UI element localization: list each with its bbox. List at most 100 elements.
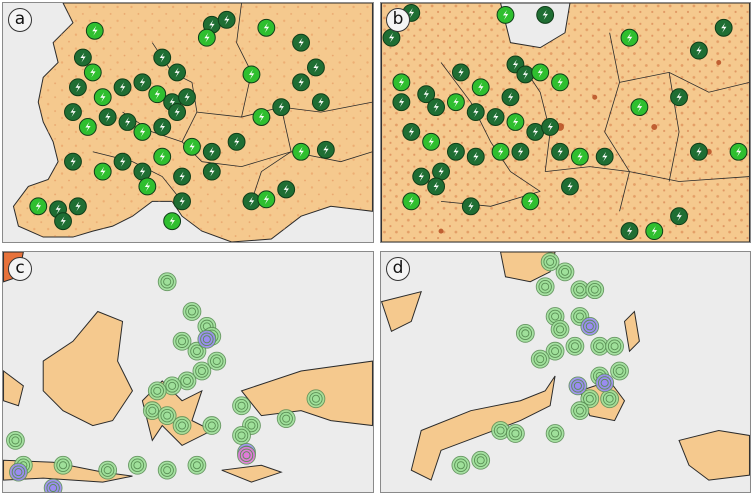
ring-marker	[147, 381, 167, 401]
ring-marker	[545, 424, 565, 443]
lightning-marker	[311, 93, 330, 112]
ring-marker	[9, 462, 28, 482]
ring-marker	[568, 376, 588, 396]
lightning-marker	[307, 58, 325, 77]
lightning-marker	[432, 162, 450, 181]
lightning-marker	[29, 197, 48, 216]
ring-marker	[471, 450, 491, 470]
lightning-marker	[257, 18, 276, 37]
lightning-marker	[561, 177, 579, 196]
lightning-marker	[68, 78, 87, 97]
lightning-marker	[113, 78, 132, 97]
ring-marker	[550, 319, 570, 339]
lightning-marker	[316, 140, 335, 159]
europe-map-b	[381, 3, 750, 242]
ring-marker	[570, 401, 590, 421]
lightning-marker	[173, 192, 191, 211]
lightning-marker	[83, 63, 102, 82]
ring-marker	[187, 455, 207, 475]
lightning-marker	[133, 73, 152, 92]
ring-marker	[610, 361, 629, 381]
lightning-marker	[570, 147, 589, 166]
panel-label-a: a	[8, 8, 32, 32]
lightning-marker	[178, 88, 196, 107]
lightning-marker	[153, 48, 172, 67]
lightning-marker	[541, 118, 560, 136]
ring-marker	[580, 389, 600, 409]
lightning-marker	[382, 28, 401, 47]
lightning-marker	[446, 93, 465, 112]
lightning-marker	[402, 192, 421, 211]
ring-marker	[6, 431, 25, 450]
europe-map-a	[3, 3, 373, 242]
lightning-marker	[98, 108, 117, 126]
lightning-marker	[217, 10, 236, 29]
ring-marker	[535, 277, 555, 297]
lightning-marker	[689, 41, 708, 60]
ring-marker	[530, 349, 550, 369]
lightning-marker	[491, 142, 510, 161]
lightning-marker	[392, 73, 411, 92]
lightning-marker	[183, 137, 201, 156]
ring-marker	[98, 460, 118, 480]
lightning-marker	[511, 142, 530, 161]
ring-marker	[207, 351, 227, 371]
lightning-marker	[516, 65, 535, 84]
ring-marker	[157, 460, 177, 480]
ring-marker	[157, 406, 177, 426]
lightning-marker	[64, 103, 82, 122]
map-panel-c: c	[2, 251, 374, 493]
ring-marker	[172, 331, 192, 351]
lightning-marker	[595, 147, 614, 166]
lightning-marker	[93, 162, 112, 181]
map-panel-a: a	[2, 2, 374, 243]
ring-marker	[590, 336, 610, 356]
lightning-marker	[526, 122, 545, 141]
ring-marker	[237, 445, 256, 465]
lightning-marker	[113, 152, 132, 171]
lightning-marker	[78, 118, 97, 136]
lightning-marker	[68, 197, 87, 216]
ring-marker	[506, 424, 525, 443]
ring-marker	[491, 421, 510, 440]
ring-marker	[197, 329, 217, 349]
lightning-marker	[521, 192, 540, 211]
lightning-marker	[133, 122, 152, 141]
ring-marker	[182, 302, 202, 321]
lightning-marker	[133, 162, 152, 181]
ring-marker	[515, 323, 535, 343]
lightning-marker	[486, 108, 505, 126]
ring-marker	[232, 426, 251, 445]
lightning-markers	[29, 10, 335, 231]
lightning-marker	[173, 167, 191, 186]
lightning-marker	[73, 48, 92, 67]
lightning-marker	[64, 152, 82, 171]
lightning-marker	[402, 122, 421, 141]
lightning-marker	[531, 63, 550, 82]
panel-label-d: d	[386, 257, 410, 281]
lightning-marker	[689, 142, 708, 161]
ring-marker	[545, 341, 565, 361]
lightning-marker	[670, 88, 688, 107]
ring-marker	[53, 455, 73, 475]
lightning-marker	[496, 5, 515, 24]
ring-marker	[192, 361, 212, 381]
ring-marker	[595, 373, 615, 393]
lightning-marker	[242, 192, 261, 211]
ring-marker	[565, 336, 585, 356]
lightning-marker	[620, 222, 639, 241]
ring-marker	[157, 272, 177, 292]
lightning-marker	[202, 142, 221, 161]
lightning-marker	[392, 93, 411, 112]
lightning-marker	[501, 88, 520, 107]
lightning-marker	[168, 103, 187, 122]
ring-marker	[142, 401, 162, 421]
ring-marker	[540, 252, 560, 272]
ring-marker	[128, 455, 147, 475]
lightning-marker	[153, 118, 172, 136]
ring-marker	[451, 455, 471, 475]
ring-marker	[276, 409, 296, 428]
lightning-marker	[292, 33, 310, 52]
lightning-marker	[138, 177, 157, 196]
lightning-marker	[645, 222, 664, 241]
